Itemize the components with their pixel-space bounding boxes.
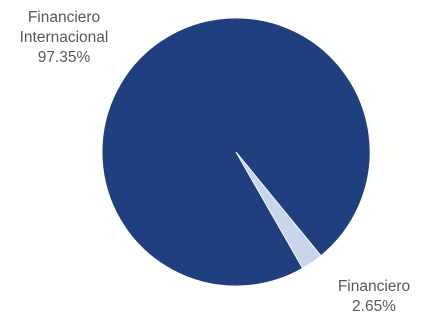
slice-label-value: 2.65%	[352, 298, 396, 315]
slice-label-financiero-internacional: Financiero Internacional 97.35%	[0, 8, 128, 68]
slice-label-name-line: Financiero	[337, 278, 411, 295]
slice-label-financiero: Financiero 2.65%	[326, 277, 422, 317]
slice-label-name-line: Internacional	[19, 29, 109, 46]
pie-slice-financiero	[235, 151, 322, 269]
slice-label-name-line: Financiero	[27, 9, 101, 26]
slice-label-value: 97.35%	[37, 49, 91, 66]
